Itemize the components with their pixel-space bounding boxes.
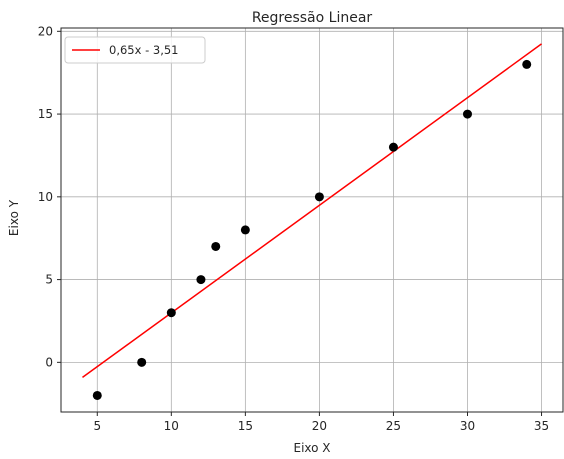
y-tick-label: 5 <box>45 273 53 287</box>
legend-label: 0,65x - 3,51 <box>109 43 178 57</box>
x-tick-label: 5 <box>93 419 101 433</box>
legend: 0,65x - 3,51 <box>64 36 206 64</box>
plot-frame <box>60 27 564 413</box>
data-point <box>314 192 324 202</box>
x-tick-label: 30 <box>460 419 475 433</box>
data-point <box>388 142 398 152</box>
grid-lines <box>61 28 563 412</box>
x-axis-label: Eixo X <box>293 441 330 455</box>
regression-line <box>82 43 542 379</box>
chart-title: Regressão Linear <box>252 10 373 26</box>
data-point <box>92 390 102 400</box>
data-point <box>137 357 147 367</box>
x-tick-label: 15 <box>238 419 253 433</box>
data-point <box>166 308 176 318</box>
legend-box <box>64 36 206 64</box>
x-tick-label: 25 <box>386 419 401 433</box>
x-tick-label: 20 <box>312 419 327 433</box>
y-tick-label: 20 <box>38 24 53 38</box>
data-point <box>522 59 532 69</box>
data-point <box>462 109 472 119</box>
x-axis-ticks: 5 10 15 20 25 30 35 <box>93 412 549 433</box>
data-point <box>196 275 206 285</box>
x-tick-label: 35 <box>534 419 549 433</box>
y-axis-label: Eixo Y <box>7 199 21 236</box>
regression-line-layer <box>82 43 542 379</box>
y-tick-label: 0 <box>45 355 53 369</box>
data-point <box>211 241 221 251</box>
y-tick-label: 15 <box>38 107 53 121</box>
y-tick-label: 10 <box>38 190 53 204</box>
y-axis-ticks: 0 5 10 15 20 <box>38 24 61 369</box>
x-tick-label: 10 <box>164 419 179 433</box>
data-points <box>92 59 532 400</box>
data-point <box>240 225 250 235</box>
